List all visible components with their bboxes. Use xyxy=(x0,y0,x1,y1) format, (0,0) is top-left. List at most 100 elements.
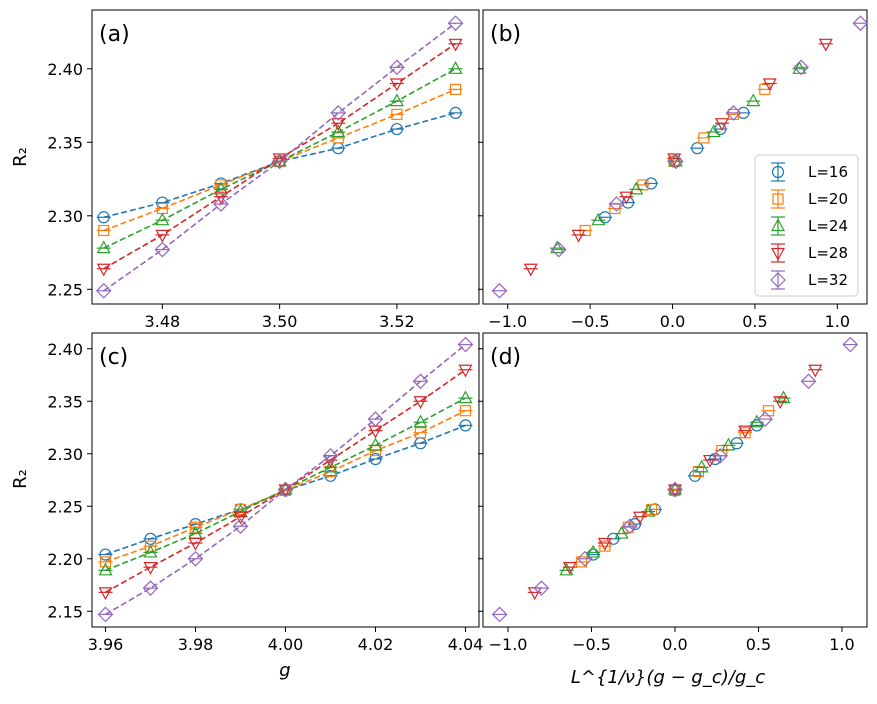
ytick-label-c: 2.25 xyxy=(47,497,83,516)
legend-label-l24: L=24 xyxy=(808,217,848,235)
legend-marker xyxy=(771,165,785,179)
legend-label-l28: L=28 xyxy=(808,244,848,262)
data-point-a xyxy=(95,282,112,299)
data-point-a xyxy=(96,240,111,254)
data-point-b xyxy=(762,78,777,92)
data-point-b xyxy=(691,142,704,155)
ylabel-c: R₂ xyxy=(10,469,31,489)
legend-marker xyxy=(770,272,786,288)
data-point-d xyxy=(773,396,788,410)
data-point-d xyxy=(599,540,611,552)
ytick-label-a: 2.30 xyxy=(47,207,83,226)
data-point-c xyxy=(323,459,338,473)
data-point-a xyxy=(448,61,463,74)
legend: L=16 L=20 L=24 L=28 L=32 xyxy=(754,154,859,297)
data-point-b xyxy=(550,241,567,258)
xtick-label-c: 3.96 xyxy=(88,635,124,654)
panel-label-a: (a) xyxy=(99,22,130,47)
data-point-b xyxy=(491,282,508,299)
series-d-l28 xyxy=(527,364,823,601)
panel-d: −1.0 −0.5 0.0 0.5 1.0 xyxy=(478,332,868,654)
xtick-label-b: 0.0 xyxy=(660,312,685,331)
data-point-d xyxy=(688,469,702,482)
data-point-d xyxy=(641,503,656,517)
data-point-d xyxy=(721,437,736,451)
ytick-label-c: 2.20 xyxy=(47,550,83,569)
data-point-c xyxy=(277,481,294,498)
data-point-c xyxy=(143,562,158,575)
data-point-d xyxy=(808,364,823,378)
data-point-c xyxy=(98,587,113,601)
legend-marker xyxy=(770,247,786,261)
data-point-d xyxy=(559,562,574,576)
panel-label-d: (d) xyxy=(490,345,521,370)
data-point-a xyxy=(447,15,464,32)
data-point-d xyxy=(842,336,859,353)
data-point-b xyxy=(818,38,833,52)
data-point-c xyxy=(278,484,293,498)
data-point-b xyxy=(523,263,538,277)
data-point-d xyxy=(491,606,508,623)
data-point-a xyxy=(271,153,288,170)
panel-a: 3.48 3.50 3.52 2.25 2.30 2.35 2.40 xyxy=(47,9,480,331)
data-point-b xyxy=(714,118,729,131)
data-point-d xyxy=(667,484,683,498)
data-point-c xyxy=(322,448,339,464)
axes-frame-c xyxy=(91,332,480,628)
data-point-c xyxy=(188,537,203,551)
data-point-c xyxy=(144,540,157,552)
data-point-c xyxy=(97,606,114,623)
xtick-label-d: 0.5 xyxy=(746,635,771,654)
data-point-a xyxy=(213,191,229,205)
data-point-a xyxy=(331,124,346,138)
xtick-label-a: 3.48 xyxy=(145,312,181,331)
data-point-a xyxy=(448,38,463,52)
data-point-a xyxy=(449,83,462,95)
data-point-b xyxy=(591,212,606,226)
data-point-c xyxy=(143,544,158,558)
data-point-b xyxy=(571,229,586,243)
data-point-d xyxy=(646,503,658,515)
data-point-c xyxy=(369,452,382,466)
data-point-c xyxy=(232,518,249,535)
xtick-label-c: 4.02 xyxy=(358,635,394,654)
panel-c: 3.96 3.98 4.00 4.02 4.04 2.15 2.20 2.25 2.30 2.35… xyxy=(47,332,483,654)
data-point-b xyxy=(667,153,684,170)
data-point-c xyxy=(98,562,113,576)
data-point-c xyxy=(412,373,429,390)
data-point-d xyxy=(622,518,638,535)
data-point-b xyxy=(725,105,742,121)
data-point-a xyxy=(154,241,171,258)
data-point-c xyxy=(413,414,428,428)
data-point-a xyxy=(97,211,110,224)
data-point-b xyxy=(645,177,658,190)
data-point-b xyxy=(668,153,683,167)
data-point-d xyxy=(576,550,593,567)
legend-label-l16: L=16 xyxy=(808,163,848,181)
xtick-label-a: 3.50 xyxy=(262,312,298,331)
ytick-label-c: 2.40 xyxy=(47,340,83,359)
xtick-label-c: 3.98 xyxy=(178,635,214,654)
data-point-c xyxy=(189,521,202,533)
data-point-d xyxy=(703,454,718,468)
ytick-label-a: 2.25 xyxy=(47,280,83,299)
panel-label-b: (b) xyxy=(490,22,521,47)
data-point-a xyxy=(389,59,405,76)
axes-frame-d xyxy=(482,332,868,628)
data-point-d xyxy=(667,481,683,498)
xtick-label-d: −1.0 xyxy=(489,635,528,654)
data-point-d xyxy=(575,556,588,568)
legend-label-l32: L=32 xyxy=(808,271,848,289)
data-point-c xyxy=(99,548,112,561)
data-point-d xyxy=(667,481,683,495)
data-point-d xyxy=(738,425,753,439)
data-point-a xyxy=(391,108,403,120)
data-point-d xyxy=(632,511,647,525)
xtick-label-d: −0.5 xyxy=(572,635,611,654)
data-point-a xyxy=(155,212,170,226)
data-point-c xyxy=(278,481,293,495)
panel-label-c: (c) xyxy=(99,345,128,370)
data-point-b xyxy=(598,211,612,224)
ytick-label-a: 2.35 xyxy=(47,133,83,152)
